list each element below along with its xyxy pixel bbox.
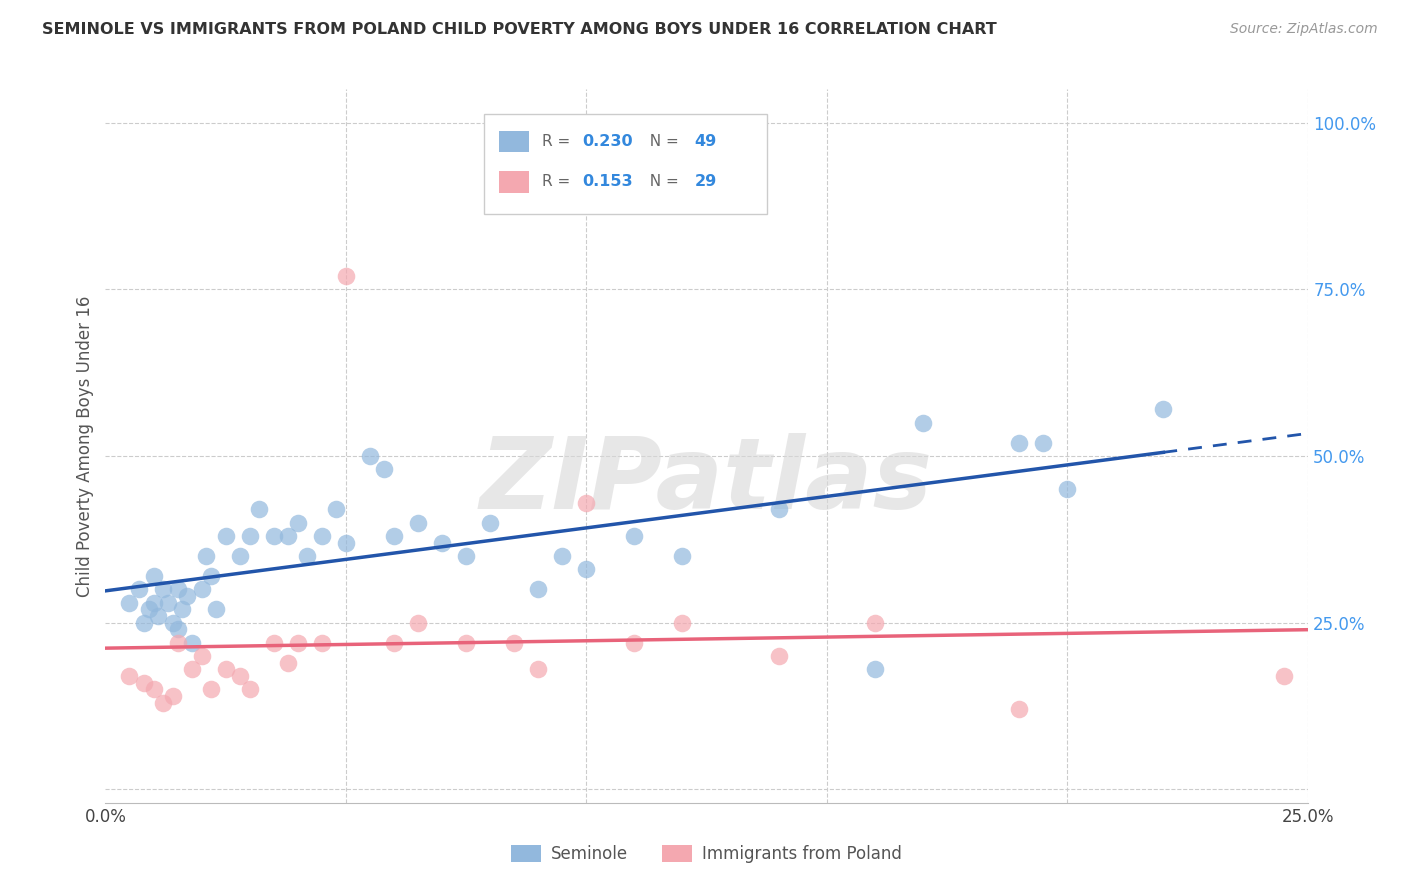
- Legend: Seminole, Immigrants from Poland: Seminole, Immigrants from Poland: [505, 838, 908, 870]
- Point: [503, 636, 526, 650]
- Text: ZIPatlas: ZIPatlas: [479, 434, 934, 530]
- Point: [142, 682, 165, 697]
- Text: N =: N =: [640, 134, 685, 149]
- Point: [1272, 669, 1295, 683]
- Point: [118, 669, 141, 683]
- Text: SEMINOLE VS IMMIGRANTS FROM POLAND CHILD POVERTY AMONG BOYS UNDER 16 CORRELATION: SEMINOLE VS IMMIGRANTS FROM POLAND CHILD…: [42, 22, 997, 37]
- Point: [863, 615, 886, 630]
- Point: [768, 649, 790, 664]
- Point: [263, 529, 285, 543]
- Point: [1032, 435, 1054, 450]
- Point: [176, 589, 198, 603]
- Point: [287, 516, 309, 530]
- Point: [335, 535, 357, 549]
- Point: [172, 602, 194, 616]
- Point: [205, 602, 228, 616]
- Text: 29: 29: [695, 175, 717, 189]
- Point: [277, 529, 299, 543]
- Point: [152, 582, 174, 597]
- Point: [156, 596, 179, 610]
- Point: [623, 529, 645, 543]
- Point: [671, 549, 693, 563]
- Point: [200, 682, 222, 697]
- Point: [181, 662, 204, 676]
- Point: [181, 636, 204, 650]
- Point: [190, 649, 212, 664]
- Text: 0.153: 0.153: [582, 175, 633, 189]
- Point: [1008, 702, 1031, 716]
- FancyBboxPatch shape: [484, 114, 766, 214]
- Text: R =: R =: [541, 175, 575, 189]
- Point: [359, 449, 381, 463]
- Point: [166, 636, 188, 650]
- Point: [406, 516, 429, 530]
- Point: [214, 662, 236, 676]
- Point: [575, 562, 598, 576]
- Point: [148, 609, 170, 624]
- Point: [166, 582, 188, 597]
- Point: [382, 529, 405, 543]
- Point: [1152, 402, 1174, 417]
- Point: [382, 636, 405, 650]
- Point: [239, 682, 262, 697]
- Point: [142, 596, 165, 610]
- Text: Source: ZipAtlas.com: Source: ZipAtlas.com: [1230, 22, 1378, 37]
- Point: [768, 502, 790, 516]
- Point: [132, 675, 155, 690]
- Point: [229, 549, 252, 563]
- Point: [118, 596, 141, 610]
- Point: [1008, 435, 1031, 450]
- Text: 49: 49: [695, 134, 717, 149]
- Point: [162, 689, 184, 703]
- Point: [287, 636, 309, 650]
- Point: [311, 636, 333, 650]
- Text: N =: N =: [640, 175, 685, 189]
- Point: [142, 569, 165, 583]
- Point: [1056, 483, 1078, 497]
- Point: [911, 416, 934, 430]
- Point: [138, 602, 160, 616]
- Point: [229, 669, 252, 683]
- Point: [311, 529, 333, 543]
- Bar: [499, 130, 529, 152]
- Y-axis label: Child Poverty Among Boys Under 16: Child Poverty Among Boys Under 16: [76, 295, 94, 597]
- Point: [162, 615, 184, 630]
- Point: [623, 636, 645, 650]
- Point: [214, 529, 236, 543]
- Point: [152, 696, 174, 710]
- Point: [200, 569, 222, 583]
- Point: [551, 549, 574, 563]
- Point: [166, 623, 188, 637]
- Point: [195, 549, 218, 563]
- Point: [406, 615, 429, 630]
- Point: [527, 662, 550, 676]
- Point: [263, 636, 285, 650]
- Point: [335, 268, 357, 283]
- Point: [373, 462, 395, 476]
- Point: [128, 582, 150, 597]
- Bar: [499, 171, 529, 193]
- Point: [430, 535, 453, 549]
- Point: [247, 502, 270, 516]
- Point: [671, 615, 693, 630]
- Point: [239, 529, 262, 543]
- Point: [575, 496, 598, 510]
- Point: [479, 516, 502, 530]
- Point: [297, 549, 319, 563]
- Text: 0.230: 0.230: [582, 134, 633, 149]
- Point: [527, 582, 550, 597]
- Point: [132, 615, 155, 630]
- Point: [863, 662, 886, 676]
- Point: [277, 656, 299, 670]
- Point: [454, 549, 477, 563]
- Point: [190, 582, 212, 597]
- Text: R =: R =: [541, 134, 575, 149]
- Point: [325, 502, 347, 516]
- Point: [454, 636, 477, 650]
